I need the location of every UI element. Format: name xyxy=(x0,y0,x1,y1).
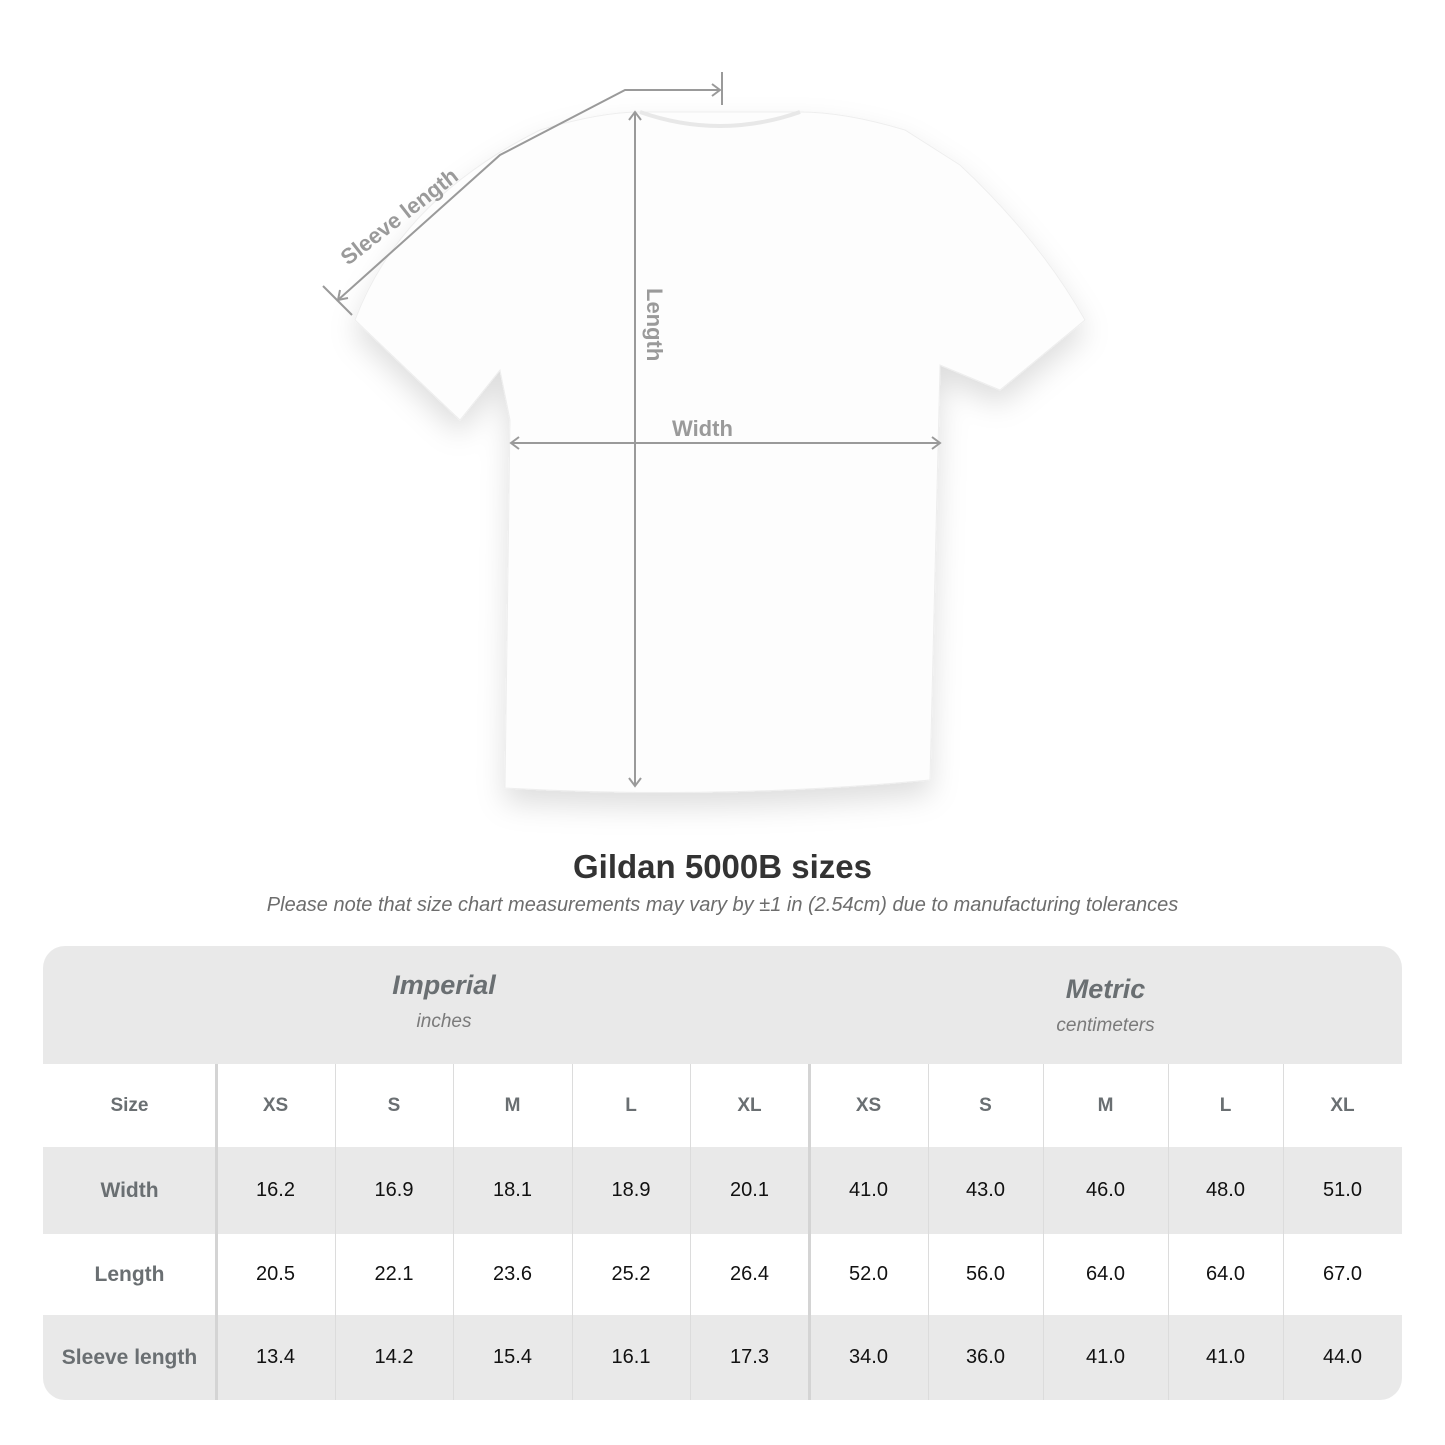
imperial-title: Imperial xyxy=(392,970,496,1000)
metric-value: 56.0 xyxy=(966,1263,1005,1285)
column-divider xyxy=(572,1064,573,1400)
metric-size-header: XL xyxy=(1330,1094,1355,1116)
imperial-size-header: M xyxy=(504,1094,521,1116)
size-table: Imperial inches Metric centimeters Size X… xyxy=(43,946,1402,1400)
imperial-value: 25.2 xyxy=(611,1263,651,1285)
column-divider xyxy=(1283,1064,1284,1400)
imperial-value: 22.1 xyxy=(374,1263,414,1285)
metric-value: 64.0 xyxy=(1206,1263,1245,1285)
imperial-value: 14.2 xyxy=(374,1346,414,1368)
imperial-header: Imperial inches xyxy=(216,946,672,1064)
imperial-value: 20.1 xyxy=(730,1179,769,1201)
imperial-value: 17.3 xyxy=(730,1346,769,1368)
imperial-size-header: XS xyxy=(262,1094,289,1116)
imperial-unit: inches xyxy=(416,1011,472,1032)
metric-size-header: XS xyxy=(855,1094,882,1116)
metric-value: 36.0 xyxy=(966,1346,1005,1368)
metric-value: 44.0 xyxy=(1323,1346,1362,1368)
sleeve-length-line xyxy=(337,89,720,301)
imperial-size-header: S xyxy=(387,1094,401,1116)
column-divider xyxy=(1168,1064,1169,1400)
imperial-size-header: L xyxy=(625,1094,637,1116)
tshirt-image xyxy=(354,111,1086,793)
column-divider xyxy=(215,1064,218,1400)
column-divider xyxy=(335,1064,336,1400)
imperial-value: 16.1 xyxy=(611,1346,651,1368)
length-label: Length xyxy=(642,288,667,361)
imperial-value: 16.9 xyxy=(374,1179,414,1201)
imperial-value: 23.6 xyxy=(493,1263,532,1285)
row-label: Width xyxy=(100,1178,159,1202)
imperial-value: 15.4 xyxy=(493,1346,532,1368)
column-divider xyxy=(690,1064,691,1400)
metric-value: 52.0 xyxy=(849,1263,888,1285)
imperial-size-header: XL xyxy=(737,1094,762,1116)
metric-title: Metric xyxy=(1065,974,1146,1004)
row-label: Length xyxy=(94,1262,165,1286)
metric-value: 51.0 xyxy=(1323,1179,1362,1201)
metric-size-header: M xyxy=(1097,1094,1114,1116)
width-label: Width xyxy=(672,416,733,441)
metric-value: 41.0 xyxy=(849,1179,888,1201)
imperial-value: 26.4 xyxy=(730,1263,769,1285)
metric-value: 64.0 xyxy=(1086,1263,1125,1285)
metric-value: 41.0 xyxy=(1206,1346,1245,1368)
metric-value: 41.0 xyxy=(1086,1346,1125,1368)
imperial-value: 20.5 xyxy=(256,1263,295,1285)
metric-value: 48.0 xyxy=(1206,1179,1245,1201)
metric-size-header: S xyxy=(979,1094,992,1116)
metric-header: Metric centimeters xyxy=(809,950,1402,1068)
imperial-value: 16.2 xyxy=(256,1179,295,1201)
tshirt-diagram: Sleeve length Length Width xyxy=(322,72,1086,793)
imperial-value: 18.1 xyxy=(493,1179,532,1201)
metric-size-header: L xyxy=(1219,1094,1232,1116)
column-divider xyxy=(928,1064,929,1400)
column-divider xyxy=(808,1064,811,1400)
metric-value: 46.0 xyxy=(1086,1179,1125,1201)
column-divider xyxy=(1043,1064,1044,1400)
imperial-value: 13.4 xyxy=(256,1346,295,1368)
metric-unit: centimeters xyxy=(1056,1015,1155,1036)
page-title: Gildan 5000B sizes xyxy=(573,848,872,885)
column-divider xyxy=(453,1064,454,1400)
size-header: Size xyxy=(110,1094,149,1116)
metric-value: 43.0 xyxy=(966,1179,1005,1201)
tolerance-note: Please note that size chart measurements… xyxy=(266,894,1179,916)
metric-value: 67.0 xyxy=(1323,1263,1362,1285)
imperial-value: 18.9 xyxy=(611,1179,651,1201)
metric-value: 34.0 xyxy=(849,1346,888,1368)
row-label: Sleeve length xyxy=(61,1345,198,1369)
